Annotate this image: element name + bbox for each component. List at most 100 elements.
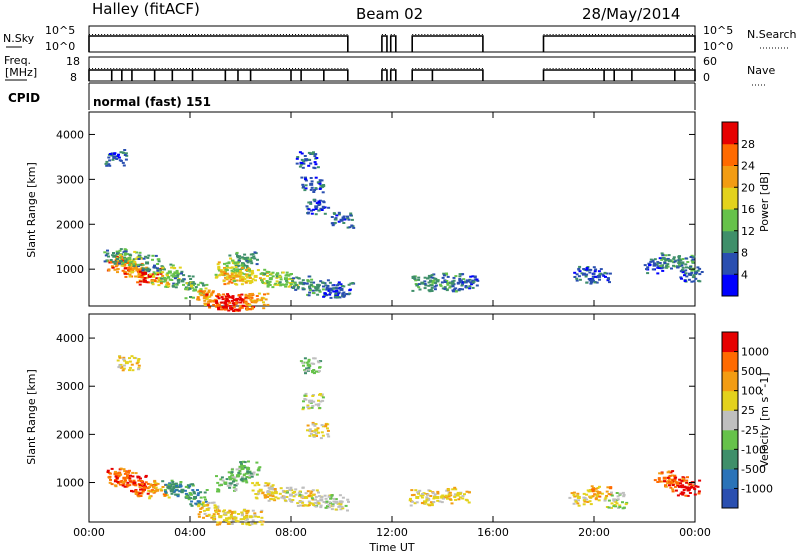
scatter-cell — [124, 250, 128, 253]
nsky-dot — [640, 34, 642, 35]
scatter-cell — [217, 266, 221, 269]
scatter-cell — [230, 471, 234, 474]
scatter-cell — [245, 264, 249, 267]
scatter-cell — [279, 487, 283, 490]
freq-dot — [466, 68, 468, 69]
scatter-cell — [666, 476, 670, 479]
freq-dot — [319, 68, 321, 69]
scatter-cell — [246, 471, 250, 474]
scatter-cell — [238, 296, 242, 299]
scatter-cell — [227, 295, 231, 297]
scatter-cell — [226, 282, 230, 285]
freq-tick-top: 18 — [66, 55, 80, 68]
scatter-cell — [266, 484, 270, 487]
scatter-cell — [618, 504, 622, 507]
scatter-cell — [597, 270, 601, 273]
nsky-dot — [173, 34, 175, 35]
scatter-cell — [271, 495, 275, 498]
scatter-cell — [593, 275, 597, 278]
scatter-cell — [138, 269, 142, 272]
freq-dot — [442, 68, 444, 69]
scatter-cell — [242, 474, 246, 477]
scatter-cell — [237, 294, 241, 296]
scatter-cell — [316, 166, 320, 169]
nsky-dot — [619, 34, 621, 35]
scatter-cell — [266, 275, 269, 277]
nsky-dot — [381, 34, 383, 35]
scatter-cell — [436, 490, 440, 493]
scatter-cell — [126, 273, 129, 275]
scatter-cell — [131, 259, 135, 262]
scatter-cell — [427, 498, 431, 501]
scatter-cell — [472, 280, 476, 283]
scatter-cell — [221, 298, 225, 301]
scatter-cell — [602, 274, 606, 277]
scatter-cell — [241, 256, 245, 259]
scatter-cell — [215, 300, 218, 303]
scatter-cell — [230, 307, 234, 309]
scatter-cell — [324, 423, 328, 426]
scatter-cell — [660, 252, 664, 255]
scatter-cell — [231, 271, 235, 273]
scatter-cell — [300, 176, 304, 179]
freq-dot — [552, 68, 554, 69]
scatter-cell — [593, 281, 597, 284]
scatter-cell — [292, 495, 296, 498]
scatter-cell — [659, 265, 663, 268]
scatter-cell — [110, 152, 114, 155]
scatter-cell — [249, 280, 253, 283]
scatter-cell — [225, 297, 229, 300]
scatter-cell — [175, 269, 179, 272]
scatter-cell — [123, 149, 127, 151]
scatter-cell — [123, 252, 127, 255]
scatter-cell — [607, 278, 610, 281]
scatter-cell — [336, 284, 339, 287]
scatter-cell — [223, 308, 227, 311]
scatter-cell — [594, 493, 598, 496]
scatter-cell — [590, 281, 593, 284]
scatter-cell — [190, 284, 193, 287]
scatter-cell — [129, 269, 133, 272]
scatter-cell — [325, 294, 329, 296]
nsky-dot — [442, 34, 444, 35]
colorbar-tick-label-1: 8 — [741, 247, 748, 260]
observation-30 — [612, 498, 617, 502]
scatter-cell — [121, 161, 125, 164]
scatter-cell — [423, 500, 426, 503]
scatter-cell — [126, 474, 130, 477]
scatter-cell — [319, 184, 323, 187]
scatter-cell — [108, 472, 112, 475]
scatter-cell — [327, 506, 331, 509]
y-tick-label-1: 2000 — [56, 218, 84, 231]
scatter-cell — [122, 468, 126, 471]
nsky-dot — [164, 34, 166, 35]
scatter-cell — [116, 472, 119, 475]
scatter-cell — [260, 279, 263, 282]
nsky-dot — [207, 34, 209, 35]
freq-dot — [225, 68, 227, 69]
scatter-cell — [124, 158, 128, 161]
scatter-cell — [174, 486, 178, 488]
scatter-cell — [142, 482, 146, 485]
scatter-cell — [113, 262, 117, 265]
scatter-cell — [136, 256, 140, 259]
scatter-cell — [284, 285, 288, 288]
scatter-cell — [131, 475, 135, 478]
scatter-cell — [244, 479, 248, 482]
scatter-cell — [327, 435, 331, 438]
scatter-cell — [446, 275, 450, 278]
freq-dot — [433, 68, 435, 69]
scatter-cell — [232, 304, 236, 307]
scatter-cell — [589, 503, 593, 506]
scatter-cell — [105, 164, 109, 167]
scatter-cell — [228, 304, 232, 307]
scatter-cell — [116, 359, 120, 362]
nsky-dot — [331, 34, 333, 35]
scatter-cell — [148, 490, 152, 493]
scatter-cell — [311, 292, 315, 294]
scatter-cell — [651, 268, 655, 271]
scatter-cell — [302, 282, 306, 285]
observation-33 — [685, 486, 690, 490]
scatter-cell — [443, 287, 447, 290]
